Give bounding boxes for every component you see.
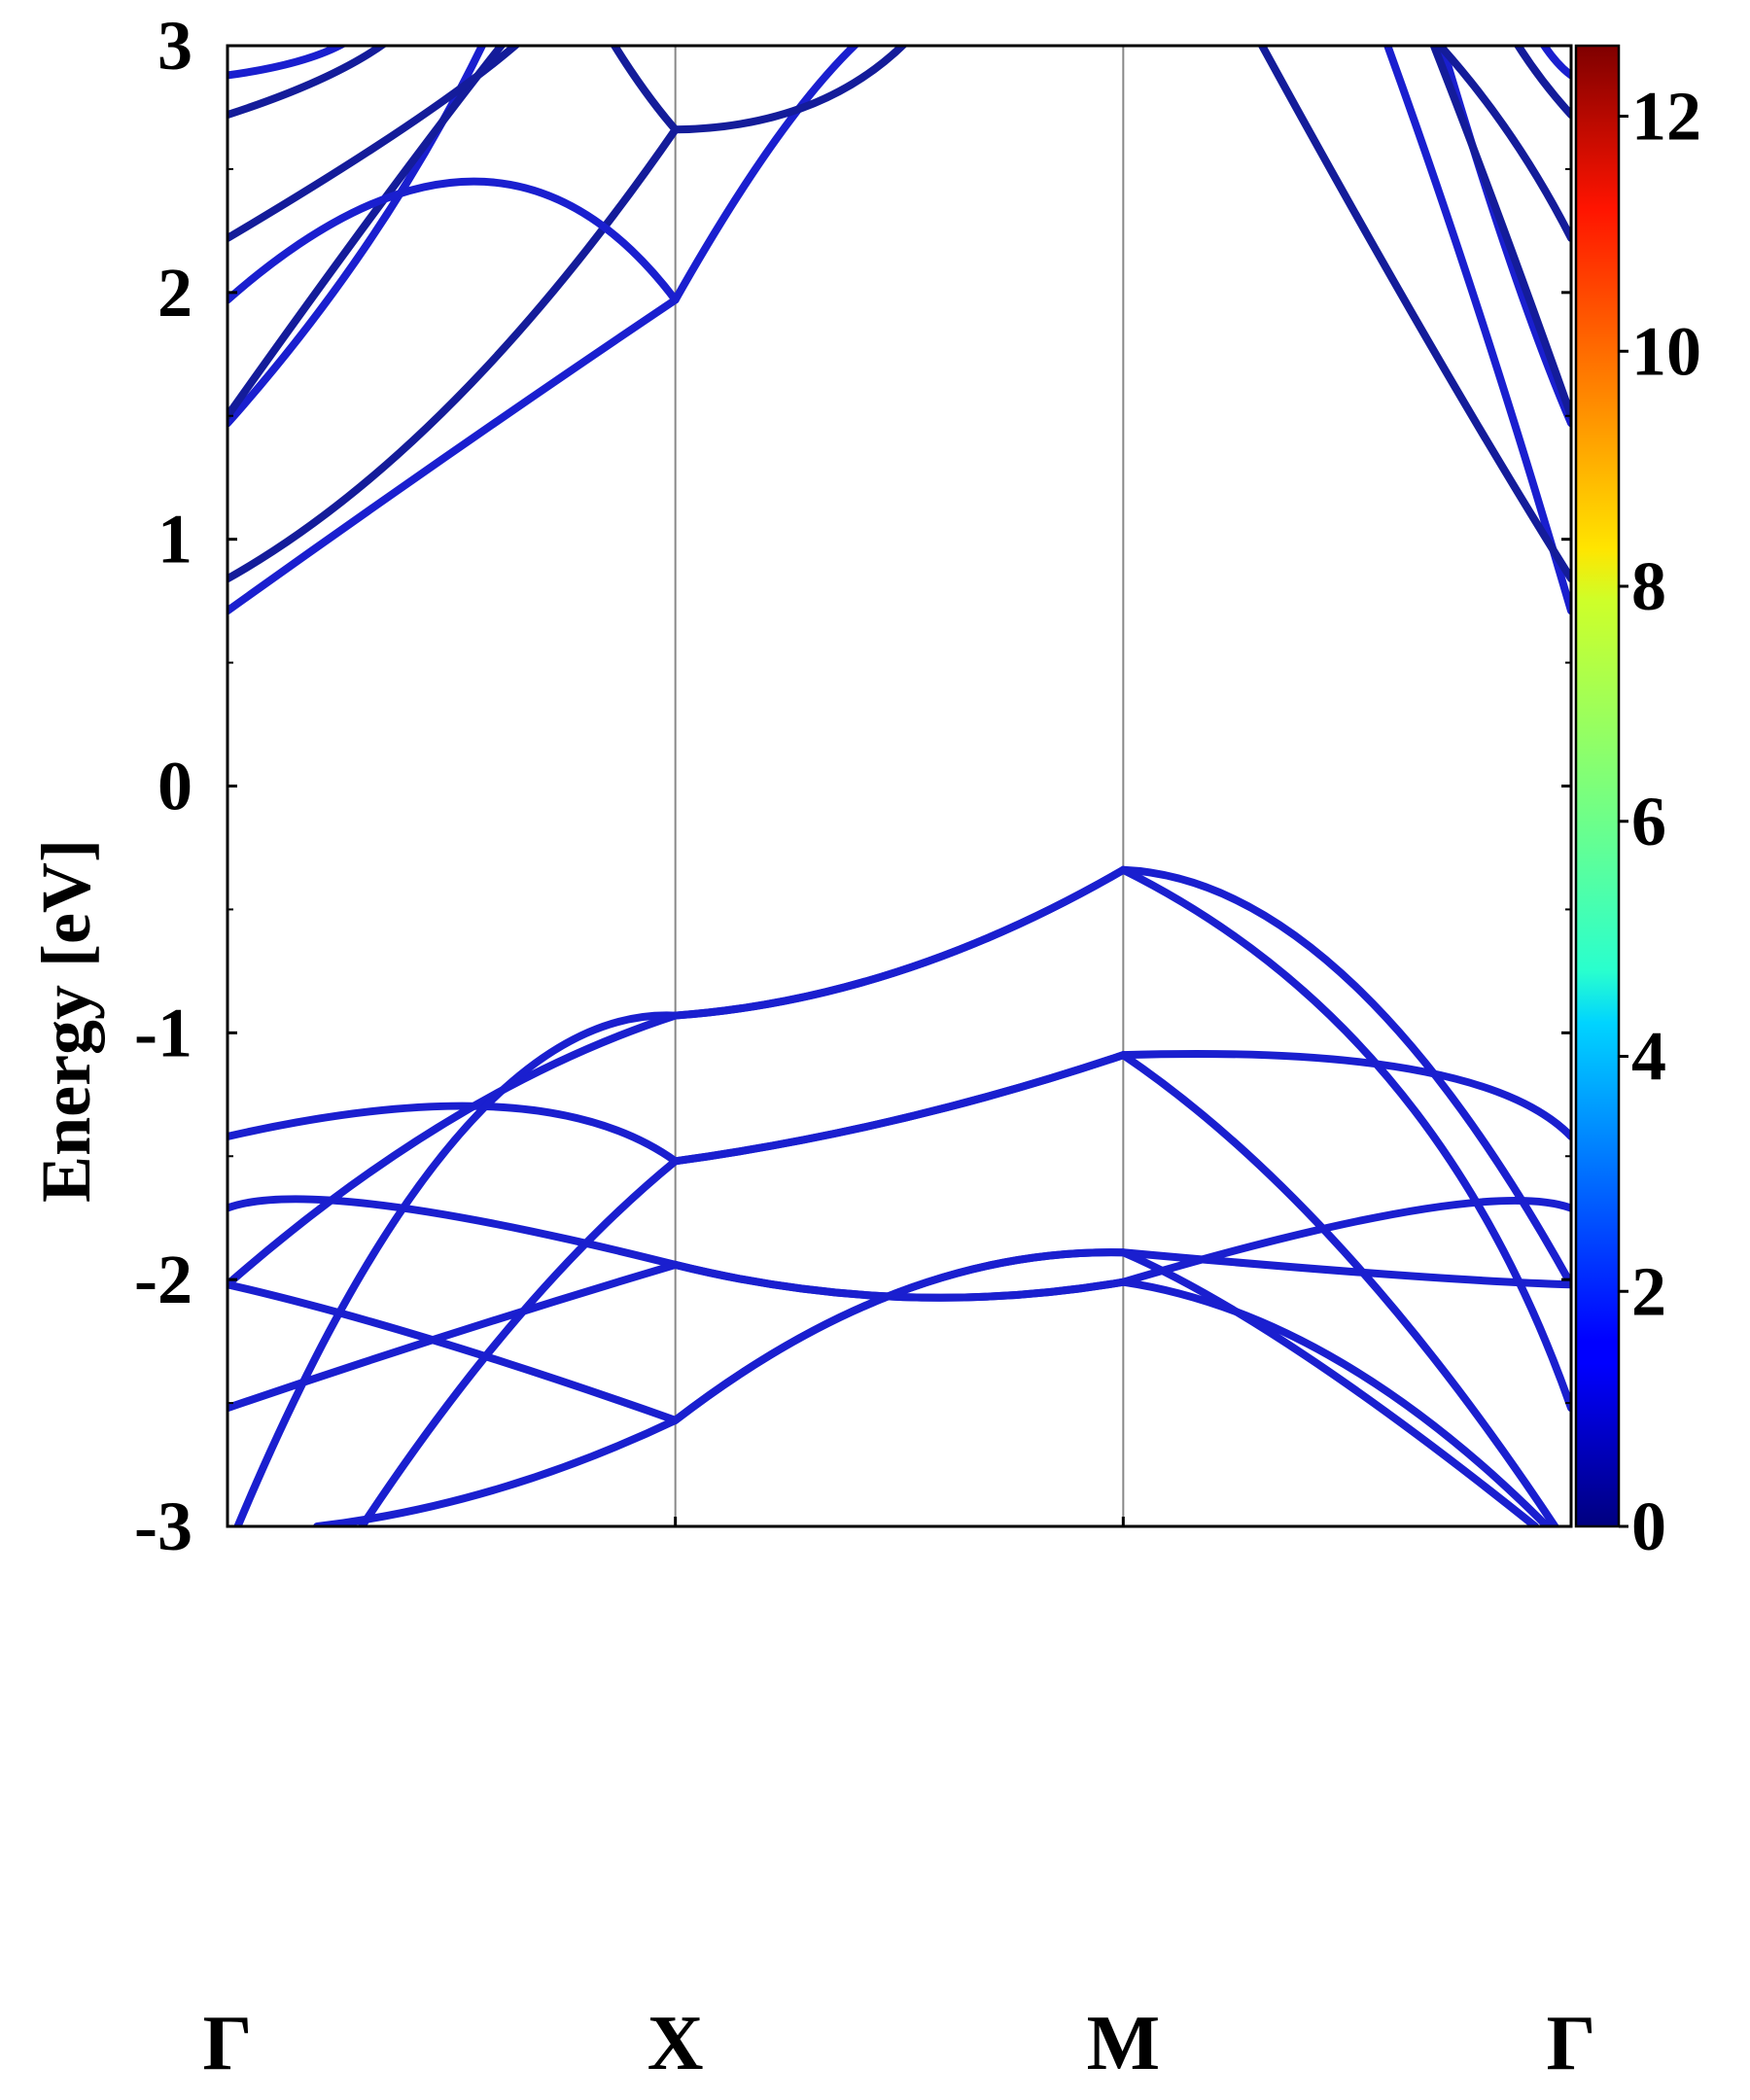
colorbar-ticks: 0 2 4 6 8 10 12 [1619,78,1701,1565]
colorbar-tick-label: 6 [1631,783,1666,860]
band-15-segment-2 [1513,46,1571,120]
band-5-segment-2 [671,1260,1128,1302]
colorbar [1574,44,1621,1528]
band-3-segment-1 [228,1011,680,1289]
band-7-segment-1 [358,1157,680,1526]
band-7-segment-2 [671,1051,1128,1166]
colorbar-tick-label: 10 [1631,312,1701,390]
band-3-segment-2 [671,865,1128,1020]
colorbar-tick-label: 2 [1631,1252,1666,1330]
kpoint-label: Γ [1547,2001,1596,2086]
band-6-segment-1 [233,1011,680,1526]
colorbar-tick-label: 4 [1631,1018,1666,1096]
band-7-segment-3 [1119,1051,1560,1526]
colorbar-tick-label: 0 [1631,1488,1666,1565]
y-tick-label: 2 [158,254,192,332]
band-8-segment-3 [1119,1248,1540,1526]
band-11-segment-1 [228,46,487,428]
band-3-segment-3 [1119,865,1571,1289]
band-1-segment-3 [1119,1049,1571,1140]
y-tick-label: 0 [158,748,192,825]
band-14-segment-3 [1434,46,1571,242]
band-16-segment-1 [228,46,348,80]
band-10-segment-2 [671,46,908,134]
band-1-segment-2 [671,1051,1128,1166]
high-symmetry-lines [674,46,1125,1526]
band-8-segment-2 [671,1248,1128,1424]
kpoint-label: M [1087,2001,1161,2086]
band-lines [228,46,1571,1526]
band-16-segment-2 [1539,46,1571,80]
band-1-segment-1 [228,1102,680,1166]
y-tick-label: -3 [134,1488,192,1565]
band-4-segment-3 [1119,1248,1571,1289]
y-axis-ticks: 3 2 1 0 -1 -2 -3 [134,7,1571,1565]
plot-frame [226,44,1573,1528]
band-14-segment-2 [610,46,680,134]
band-15-segment-1 [228,46,389,120]
band-5-segment-3 [1119,1278,1553,1526]
band-10-segment-1 [228,125,680,583]
band-8-segment-1 [313,1416,680,1526]
band-6-segment-3 [1119,865,1571,1413]
band-9-segment-2 [671,46,860,304]
band-9-segment-3 [1382,46,1571,615]
band-9-segment-1 [228,296,680,615]
y-tick-label: 1 [158,501,192,578]
kpoint-label: X [648,2001,704,2086]
colorbar-tick-label: 12 [1631,78,1701,156]
y-tick-label: 3 [158,7,192,85]
band-5-segment-1 [228,1260,680,1413]
band-10-segment-3 [1257,46,1571,583]
band-14-segment-1 [228,46,521,242]
y-axis-label: Energy [eV] [27,839,105,1203]
kpoint-label: Γ [203,2001,253,2086]
band-6-segment-2 [671,865,1128,1020]
y-tick-label: -2 [134,1241,192,1318]
band-13-segment-1 [228,177,680,304]
band-12-segment-1 [228,46,507,420]
colorbar-tick-label: 8 [1631,547,1666,625]
band-11-segment-2 [1438,46,1571,428]
y-tick-label: -1 [134,994,192,1071]
band-12-segment-2 [1429,46,1571,420]
band-2-segment-3 [1119,1196,1571,1286]
